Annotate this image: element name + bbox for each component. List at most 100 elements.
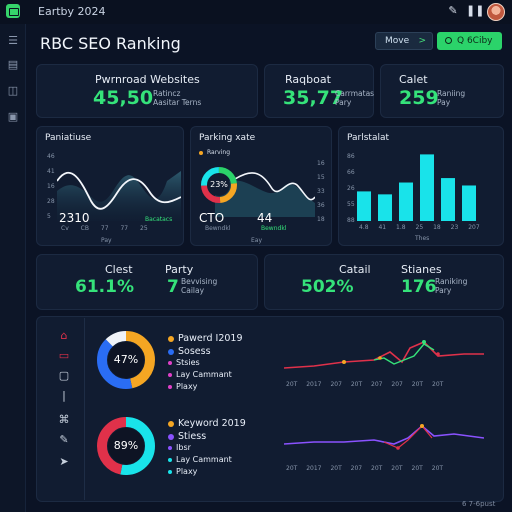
chart-card-parking-rate[interactable]: Parking xate Rarving 23% 16 15 33 36 18 CTO … bbox=[190, 126, 332, 246]
apply-button[interactable]: Q 6Ciby bbox=[437, 32, 502, 50]
legend-item: Rarving bbox=[199, 149, 230, 156]
y-axis-ticks: 16 15 33 36 18 bbox=[317, 160, 325, 223]
x-axis-label: Eay bbox=[251, 237, 263, 244]
chart-card-paniatiuse[interactable]: Paniatiuse 46 41 16 28 5 2310 Bacatacs Cv CB… bbox=[36, 126, 184, 246]
app-logo-icon bbox=[6, 4, 20, 18]
chart-tag: Bacatacs bbox=[145, 216, 173, 223]
legend-dot bbox=[168, 348, 174, 355]
app-title: Eartby 2024 bbox=[38, 5, 106, 18]
chart-small-right: Bewndkl bbox=[261, 225, 287, 232]
stat-sub: Raniking Pary bbox=[435, 277, 468, 295]
chart-right-number: 44 bbox=[257, 211, 273, 225]
divider-icon: | bbox=[62, 389, 66, 402]
legend-item: Lay Cammant bbox=[168, 370, 232, 379]
legend-dot bbox=[168, 457, 172, 462]
footer-text: 6 7-6pust bbox=[462, 500, 496, 508]
stat-label: Stianes bbox=[401, 263, 442, 276]
panel-divider bbox=[84, 318, 85, 500]
legend-dot bbox=[168, 335, 174, 342]
apply-label: Q 6Ciby bbox=[457, 36, 493, 46]
kpi-sub: Ratincz Aasitar Terns bbox=[153, 89, 202, 107]
pencil-icon[interactable]: ✎ bbox=[448, 4, 458, 17]
stat-value: 7 bbox=[167, 277, 179, 297]
kpi-value: 35,77 bbox=[283, 87, 344, 109]
legend-dot bbox=[168, 445, 172, 450]
legend-title: Pawerd I2019 bbox=[168, 333, 243, 344]
legend-item: Plaxy bbox=[168, 467, 197, 476]
line-chart-top bbox=[284, 340, 484, 369]
inbox-icon[interactable]: ▭ bbox=[58, 349, 70, 362]
legend-item: Sosess bbox=[168, 346, 211, 357]
sidebar: ☰ ▤ ◫ ▣ bbox=[0, 24, 26, 512]
kpi-sub: Carrmatas Pary bbox=[335, 89, 375, 107]
chart-card-parlstalat[interactable]: Parlstalat 86 66 26 55 88 4.8 41 1.8 25 18 2… bbox=[338, 126, 504, 246]
search-icon bbox=[445, 37, 452, 44]
folder-icon[interactable]: ◫ bbox=[7, 84, 19, 97]
legend-item: Ibsr bbox=[168, 443, 191, 452]
avatar[interactable] bbox=[487, 3, 505, 21]
bar-2 bbox=[399, 182, 413, 221]
pause-icon[interactable]: ❚❚ bbox=[466, 4, 485, 17]
send-icon[interactable]: ➤ bbox=[59, 455, 69, 468]
donut-value: 89% bbox=[113, 439, 139, 452]
bar-0 bbox=[357, 191, 371, 221]
kpi-card-websites[interactable]: Pwrnroad Websites 45,50 Ratincz Aasitar T… bbox=[36, 64, 258, 118]
stat-label: Party bbox=[165, 263, 194, 276]
legend-dot bbox=[168, 469, 172, 474]
stat-label: Clest bbox=[105, 263, 133, 276]
chart-label: Parking xate bbox=[199, 133, 256, 143]
line-chart-bottom bbox=[284, 424, 484, 450]
legend-dot bbox=[168, 433, 174, 440]
kpi-label: Calet bbox=[399, 73, 428, 86]
chart-small-left: Bewndkl bbox=[205, 225, 231, 232]
kpi-label: Pwrnroad Websites bbox=[95, 73, 200, 86]
hamburger-icon[interactable]: ☰ bbox=[8, 34, 18, 47]
donut-chart-keyword-2013 bbox=[97, 417, 155, 475]
area-chart bbox=[57, 171, 181, 221]
kpi-value: 259 bbox=[399, 87, 439, 109]
page-title: RBC SEO Ranking bbox=[40, 34, 181, 53]
legend-item: Plaxy bbox=[168, 382, 197, 391]
home-icon[interactable]: ⌂ bbox=[60, 329, 68, 342]
x-axis-ticks: 20T 2017 20T 207 20T 20T 20T 20T bbox=[286, 465, 444, 472]
bar-5 bbox=[462, 185, 476, 221]
donut-chart-keyword-2019 bbox=[97, 331, 155, 389]
document-icon[interactable]: ▤ bbox=[7, 58, 19, 71]
donut-chart bbox=[201, 167, 237, 203]
donut-value: 23% bbox=[210, 180, 228, 189]
legend-item: Stsies bbox=[168, 358, 200, 367]
image-icon[interactable]: ▣ bbox=[7, 110, 19, 123]
kpi-value: 45,50 bbox=[93, 87, 154, 109]
stats-card-right[interactable]: Catail 502% Stianes 176 Raniking Pary bbox=[264, 254, 504, 310]
pen-icon[interactable]: ✎ bbox=[59, 433, 69, 446]
kpi-label: Raqboat bbox=[285, 73, 331, 86]
lock-icon[interactable]: ⌘ bbox=[58, 413, 70, 426]
chart-label: Paniatiuse bbox=[45, 133, 92, 143]
more-label: Move bbox=[385, 36, 410, 46]
y-axis-ticks: 86 66 26 55 88 bbox=[347, 153, 355, 224]
kpi-card-calet[interactable]: Calet 259 Raniing Pay bbox=[380, 64, 504, 118]
x-axis-ticks: 4.8 41 1.8 25 18 23 207 bbox=[359, 224, 480, 231]
bar-3 bbox=[420, 154, 434, 221]
bar-chart bbox=[357, 154, 476, 221]
more-button[interactable]: Move > bbox=[375, 32, 433, 50]
bar-1 bbox=[378, 194, 392, 221]
legend-dot bbox=[168, 384, 172, 389]
stat-label: Catail bbox=[339, 263, 371, 276]
donut-value: 47% bbox=[113, 353, 139, 366]
legend-dot bbox=[168, 360, 172, 365]
legend-dot bbox=[199, 150, 203, 155]
x-axis-label: Thes bbox=[415, 235, 430, 242]
chart-value: 2310 bbox=[59, 211, 90, 225]
stats-card-left[interactable]: Clest 61.1% Party 7 Bevvising Cailay bbox=[36, 254, 258, 310]
legend-item: Lay Cammant bbox=[168, 455, 232, 464]
area-chart bbox=[215, 172, 315, 217]
x-axis-ticks: 20T 2017 207 20T 207 207 20T 20T bbox=[286, 381, 444, 388]
kpi-card-raqboat[interactable]: Raqboat 35,77 Carrmatas Pary bbox=[264, 64, 374, 118]
bar-4 bbox=[441, 178, 455, 221]
legend-dot bbox=[168, 372, 172, 377]
y-axis-ticks: 46 41 16 28 5 bbox=[47, 153, 55, 220]
screen-icon[interactable]: ▢ bbox=[58, 369, 70, 382]
top-bar: Eartby 2024 ✎ ❚❚ bbox=[0, 0, 512, 24]
legend-item: Stiess bbox=[168, 431, 206, 442]
